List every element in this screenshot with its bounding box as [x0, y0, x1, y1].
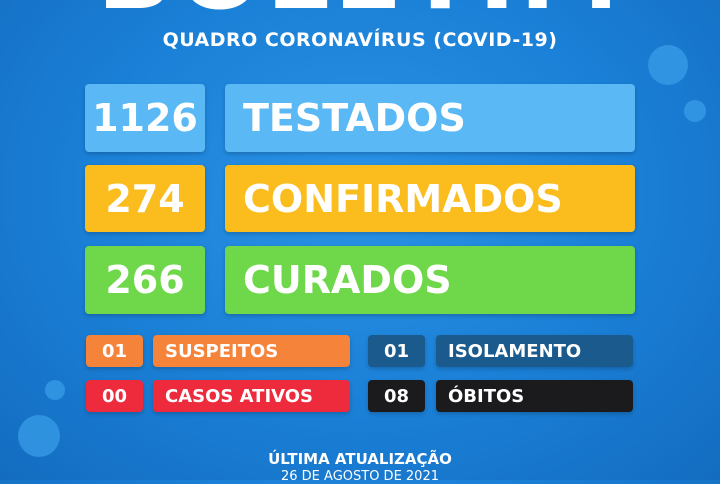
- subtitle: QUADRO CORONAVÍRUS (COVID-19): [162, 29, 558, 51]
- virus-icon: [684, 100, 706, 122]
- active-cases-label: CASOS ATIVOS: [153, 380, 350, 412]
- virus-icon: [648, 45, 688, 85]
- cured-count: 266: [85, 246, 205, 314]
- tested-label: TESTADOS: [225, 84, 635, 152]
- tested-count: 1126: [85, 84, 205, 152]
- virus-icon: [18, 415, 60, 457]
- deaths-count: 08: [368, 380, 425, 412]
- page-title: BOLETIM: [0, 0, 720, 24]
- confirmed-count: 274: [85, 165, 205, 232]
- last-update-label: ÚLTIMA ATUALIZAÇÃO: [268, 450, 452, 468]
- suspects-count: 01: [86, 335, 143, 367]
- last-update-date: 26 DE AGOSTO DE 2021: [281, 469, 439, 484]
- virus-icon: [45, 380, 65, 400]
- deaths-label: ÓBITOS: [436, 380, 633, 412]
- cured-label: CURADOS: [225, 246, 635, 314]
- suspects-label: SUSPEITOS: [153, 335, 350, 367]
- active-cases-count: 00: [86, 380, 143, 412]
- isolation-count: 01: [368, 335, 425, 367]
- isolation-label: ISOLAMENTO: [436, 335, 633, 367]
- confirmed-label: CONFIRMADOS: [225, 165, 635, 232]
